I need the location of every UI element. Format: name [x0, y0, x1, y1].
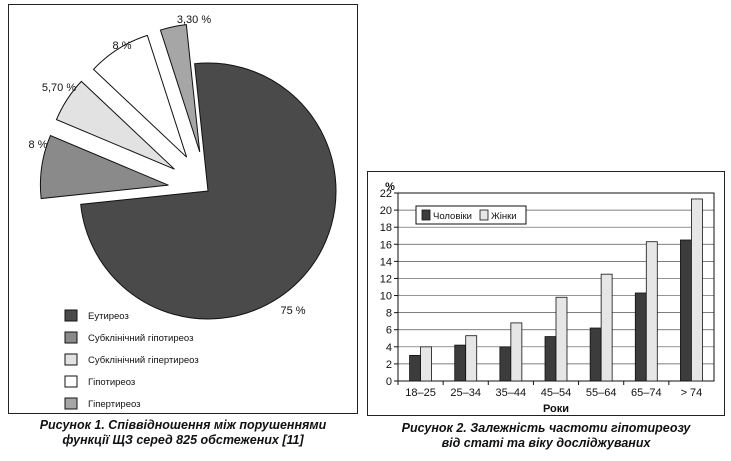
- pie-chart: 75 % 8 % 5,70 % 8 % 3,30 % Еутиреоз Субклінічн…: [29, 14, 337, 410]
- pie-slice: [80, 62, 337, 320]
- pie-slice: [92, 34, 188, 158]
- pie-value-label: 75 %: [280, 305, 305, 317]
- legend-label: Субклінічний гіпертиреоз: [88, 355, 199, 366]
- x-axis-label: Роки: [543, 403, 569, 415]
- legend-swatch: [64, 375, 78, 388]
- bar: [465, 335, 478, 382]
- bar: [555, 296, 568, 382]
- pie-chart-panel: 75 % 8 % 5,70 % 8 % 3,30 % Еутиреоз Субклінічн…: [8, 4, 358, 414]
- x-tick-label: 65–74: [631, 387, 662, 399]
- legend-label: Чоловіки: [433, 211, 472, 222]
- y-tick-label: 8: [386, 308, 392, 320]
- bar: [589, 327, 602, 382]
- pie-value-label: 5,70 %: [42, 82, 76, 94]
- pie-value-label: 8 %: [29, 139, 48, 151]
- y-tick-label: 2: [386, 359, 392, 371]
- pie-chart-caption: Рисунок 1. Співвідношення між порушенням…: [8, 418, 358, 448]
- legend-swatch: [64, 353, 78, 366]
- pie-slice: [39, 134, 169, 200]
- legend-label: Субклінічний гіпотиреоз: [88, 333, 193, 344]
- y-tick-label: 0: [386, 376, 392, 388]
- bar: [634, 292, 647, 382]
- legend-label: Еутиреоз: [88, 311, 129, 322]
- bar: [691, 198, 703, 382]
- y-axis-label: %: [385, 181, 395, 193]
- x-tick-label: > 74: [681, 387, 703, 399]
- bar: [454, 344, 467, 382]
- pie-value-label: 8 %: [113, 40, 132, 52]
- y-tick-label: 12: [380, 273, 392, 285]
- y-tick-label: 18: [380, 222, 392, 234]
- legend-label: Гіпотиреоз: [88, 377, 135, 388]
- y-tick-label: 6: [386, 325, 392, 337]
- bar: [409, 354, 421, 382]
- pie-value-label: 3,30 %: [177, 14, 211, 26]
- x-tick-label: 18–25: [405, 387, 436, 399]
- bar: [544, 336, 557, 382]
- legend-swatch: [64, 309, 78, 322]
- bar: [680, 239, 692, 382]
- x-tick-label: 25–34: [450, 387, 481, 399]
- bar: [510, 322, 523, 382]
- bar: [420, 346, 432, 382]
- x-tick-label: 55–64: [586, 387, 617, 399]
- y-tick-label: 4: [386, 342, 392, 354]
- y-tick-label: 10: [380, 291, 392, 303]
- legend-swatch: [479, 209, 489, 221]
- legend-label: Жінки: [491, 211, 517, 222]
- x-tick-label: 45–54: [541, 387, 572, 399]
- pie-slice: [159, 24, 201, 153]
- legend-label: Гіпертиреоз: [88, 399, 141, 410]
- pie-caption-line1: Рисунок 1. Співвідношення між порушенням…: [39, 418, 327, 432]
- x-tick-label: 35–44: [496, 387, 527, 399]
- y-tick-label: 14: [380, 256, 392, 268]
- pie-slice: [55, 80, 175, 170]
- legend-box: [415, 205, 527, 225]
- y-tick-label: 22: [380, 188, 392, 200]
- bar: [499, 346, 512, 382]
- bar-chart-caption: Рисунок 2. Залежність частоти гіпотиреоз…: [367, 421, 725, 451]
- bar-chart: 0 2 4 6 8 10 12 14 16 18 20 22% 18–25 25–34 35–44 45–54…: [380, 181, 715, 415]
- bar: [645, 241, 658, 382]
- pie-caption-line2: функції ЩЗ серед 825 обстежених [11]: [62, 433, 304, 447]
- y-tick-label: 20: [380, 205, 392, 217]
- bar: [600, 273, 613, 382]
- bar-caption-line1: Рисунок 2. Залежність частоти гіпотиреоз…: [401, 421, 691, 435]
- bar-chart-panel: 0 2 4 6 8 10 12 14 16 18 20 22% 18–25 25–34 35–44 45–54…: [367, 171, 725, 416]
- legend-swatch: [64, 331, 78, 344]
- y-tick-label: 16: [380, 239, 392, 251]
- bar-caption-line2: від статі та віку досліджуваних: [441, 436, 651, 450]
- legend-swatch: [421, 209, 431, 221]
- legend-swatch: [64, 397, 78, 410]
